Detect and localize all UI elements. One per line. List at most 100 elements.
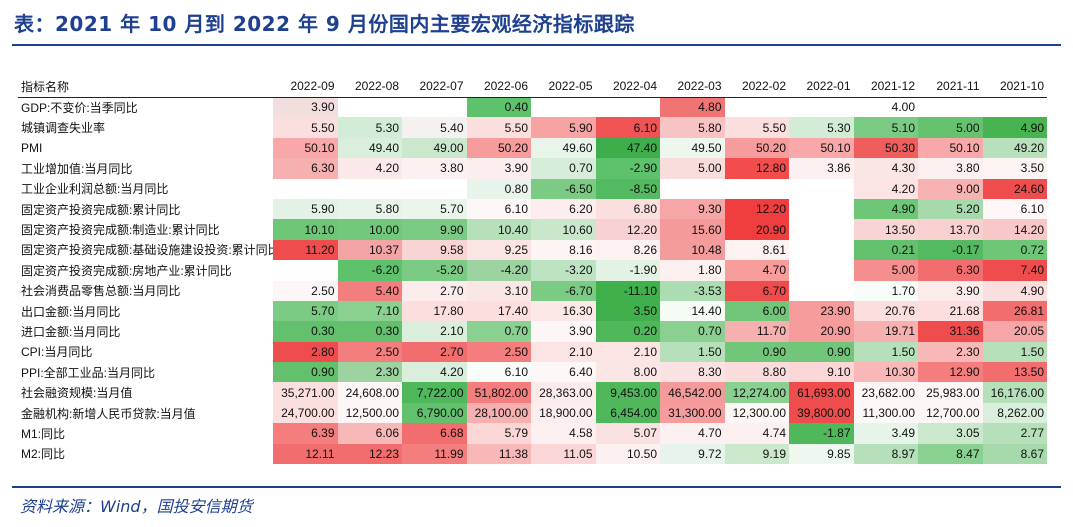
indicator-value-cell: -8.50 <box>595 178 660 199</box>
indicator-value-cell: 5.79 <box>466 423 531 444</box>
indicator-value-cell: 3.49 <box>853 423 918 444</box>
indicator-value-cell: 24,700.00 <box>273 402 338 424</box>
indicator-value-cell: 26.81 <box>982 300 1047 322</box>
indicator-value-cell: 6.10 <box>466 198 531 220</box>
indicator-value-cell: 31.36 <box>918 321 983 342</box>
indicator-value-cell: 14.40 <box>660 300 725 322</box>
indicator-value-cell: 4.20 <box>853 178 918 199</box>
indicator-value-cell: 12,500.00 <box>337 402 402 424</box>
indicator-value-cell: 2.30 <box>337 362 402 383</box>
indicator-value-cell <box>789 260 854 280</box>
indicator-value-cell: 10.50 <box>595 443 660 465</box>
indicator-value-cell: 9.25 <box>466 239 531 261</box>
indicator-value-cell: 6.30 <box>273 158 338 179</box>
indicator-value-cell: 4.70 <box>724 260 789 281</box>
indicator-value-cell <box>789 97 854 117</box>
indicator-value-cell: 2.50 <box>337 341 402 363</box>
indicator-value-cell: 8.61 <box>724 239 789 261</box>
indicator-value-cell: 4.30 <box>853 158 918 179</box>
table-row: 社会消费品零售总额:当月同比 2.50 5.40 2.70 3.10 -6.70 -11.1… <box>18 280 1047 301</box>
indicator-value-cell <box>273 179 338 199</box>
indicator-value-cell: 2.30 <box>918 341 983 363</box>
indicator-value-cell: 0.72 <box>982 239 1047 261</box>
indicator-value-cell: 10.48 <box>660 239 725 261</box>
indicator-value-cell: 61,693.00 <box>789 382 854 403</box>
indicator-value-cell: 49.50 <box>660 137 725 159</box>
indicator-value-cell: 9.00 <box>918 178 983 199</box>
column-header-period: 2021-12 <box>853 76 918 98</box>
indicator-value-cell: 8.80 <box>724 362 789 383</box>
indicator-value-cell: 51,802.00 <box>466 382 531 403</box>
indicator-value-cell: 10.00 <box>337 219 402 240</box>
indicator-value-cell: -3.53 <box>660 280 725 301</box>
indicator-value-cell: 47.40 <box>595 137 660 159</box>
table-row: 工业企业利润总额:当月同比 0.80 -6.50 -8.50 4.20 9.00 24.60 <box>18 178 1047 199</box>
indicator-value-cell: -1.90 <box>595 260 660 281</box>
indicator-value-cell: 8,262.00 <box>982 402 1047 424</box>
indicator-value-cell: 2.50 <box>466 341 531 363</box>
indicator-value-cell: 5.40 <box>402 117 467 138</box>
indicator-value-cell <box>725 179 790 199</box>
indicator-value-cell: 3.80 <box>918 158 983 179</box>
indicator-value-cell: 2.10 <box>402 321 467 342</box>
indicator-value-cell: 0.70 <box>466 321 531 342</box>
indicator-value-cell: -2.90 <box>595 158 660 179</box>
indicator-value-cell: 4.58 <box>531 423 596 444</box>
indicator-value-cell: 9.85 <box>789 443 854 465</box>
table-row: 固定资产投资完成额:基础设施建设投资:累计同比 11.20 10.37 9.58 9.2… <box>18 239 1047 261</box>
indicator-name: GDP:不变价:当季同比 <box>21 100 138 115</box>
indicator-name: PPI:全部工业品:当月同比 <box>21 365 156 380</box>
indicator-value-cell: 10.37 <box>337 239 402 261</box>
indicator-value-cell: 3.05 <box>918 423 983 444</box>
indicator-value-cell: 6,454.00 <box>595 402 660 424</box>
indicator-value-cell: 0.90 <box>789 341 854 363</box>
indicator-value-cell: 3.90 <box>273 97 338 118</box>
indicator-value-cell: 0.21 <box>853 239 918 261</box>
indicator-name: 金融机构:新增人民币贷款:当月值 <box>21 406 196 421</box>
indicator-value-cell <box>983 97 1048 117</box>
indicator-value-cell: 3.10 <box>466 280 531 301</box>
indicator-value-cell <box>725 97 790 117</box>
indicator-value-cell: 5.10 <box>853 117 918 138</box>
indicator-value-cell: 15.60 <box>660 219 725 240</box>
indicator-value-cell: 3.80 <box>402 158 467 179</box>
indicator-name: 固定资产投资完成额:制造业:累计同比 <box>21 223 220 238</box>
indicator-value-cell: 8.67 <box>982 443 1047 465</box>
indicator-value-cell: 11,300.00 <box>853 402 918 424</box>
indicator-value-cell: 24.60 <box>982 178 1047 199</box>
table-header-row: 指标名称 2022-09 2022-08 2022-07 2022-06 2022-05 2… <box>18 76 1047 98</box>
table-row: 社会融资规模:当月值 35,271.00 24,608.00 7,722.00 51,8… <box>18 382 1047 403</box>
indicator-value-cell <box>402 97 467 117</box>
indicator-value-cell: 9.30 <box>660 198 725 220</box>
table-row: 出口金额:当月同比 5.70 7.10 17.80 17.40 16.30 3.50 14.4… <box>18 300 1047 322</box>
column-header-period: 2021-11 <box>918 76 983 98</box>
indicator-value-cell: 20.05 <box>982 321 1047 342</box>
indicator-value-cell: 8.47 <box>918 443 983 465</box>
indicator-value-cell: 8.16 <box>531 239 596 261</box>
indicator-name: 固定资产投资完成额:累计同比 <box>21 202 181 217</box>
table-row: 金融机构:新增人民币贷款:当月值 24,700.00 12,500.00 6,790.… <box>18 402 1047 424</box>
indicator-name: CPI:当月同比 <box>21 345 93 360</box>
indicator-value-cell: 31,300.00 <box>660 402 725 424</box>
indicator-value-cell: 28,100.00 <box>466 402 531 424</box>
indicator-value-cell: 0.40 <box>466 97 531 118</box>
indicator-value-cell: 23,682.00 <box>853 382 918 403</box>
indicator-value-cell: 50.10 <box>918 137 983 159</box>
indicator-value-cell: 6.06 <box>337 423 402 444</box>
indicator-value-cell: 4.80 <box>660 97 725 118</box>
table-row: GDP:不变价:当季同比 3.90 0.40 4.80 4.00 <box>18 97 1048 118</box>
indicator-value-cell: 13.70 <box>918 219 983 240</box>
indicator-value-cell: 12.20 <box>595 219 660 240</box>
indicator-value-cell: 3.86 <box>789 158 854 179</box>
indicator-value-cell: 1.70 <box>853 280 918 301</box>
bottom-divider <box>12 486 1061 488</box>
indicator-value-cell: 13.50 <box>853 219 918 240</box>
indicator-value-cell: 50.30 <box>853 137 918 159</box>
indicator-value-cell: 11.05 <box>531 443 596 465</box>
indicator-value-cell: 1.50 <box>853 341 918 363</box>
indicator-value-cell: 5.50 <box>466 117 531 138</box>
indicator-value-cell: 6.00 <box>724 300 789 322</box>
indicator-value-cell: 9.90 <box>402 219 467 240</box>
indicator-value-cell: 3.50 <box>595 300 660 322</box>
indicator-value-cell: 8.26 <box>595 239 660 261</box>
